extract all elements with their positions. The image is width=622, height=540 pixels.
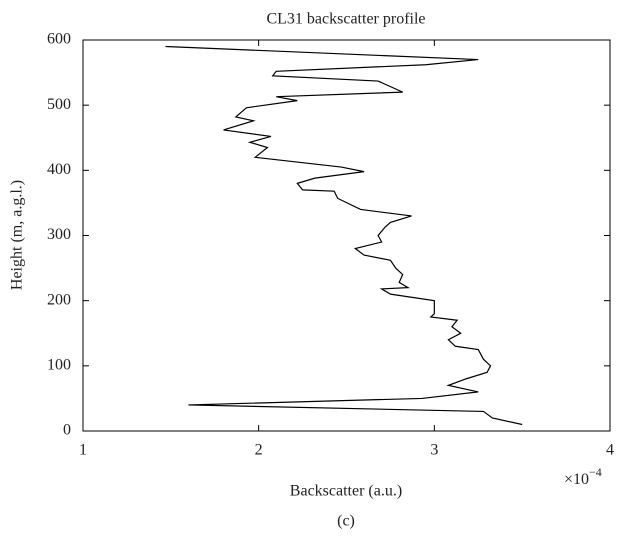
chart-title: CL31 backscatter profile [266, 11, 425, 28]
x-multiplier: ×10−4 [564, 465, 602, 488]
y-tick-label: 500 [47, 96, 71, 113]
x-tick-label: 1 [79, 442, 87, 459]
y-tick-label: 0 [63, 422, 71, 439]
x-axis-label: Backscatter (a.u.) [290, 483, 402, 500]
y-tick-label: 200 [47, 291, 71, 308]
x-multiplier-exponent: −4 [589, 465, 602, 479]
caption: (c) [337, 513, 355, 530]
x-tick-label: 2 [255, 442, 263, 459]
y-tick-label: 300 [47, 226, 71, 243]
y-tick-label: 400 [47, 161, 71, 178]
x-tick-label: 4 [606, 442, 614, 459]
x-tick-label: 3 [430, 442, 438, 459]
profile-line [165, 45, 523, 426]
plot-frame [82, 39, 611, 432]
y-axis-label: Height (m, a.g.l.) [9, 180, 26, 290]
x-multiplier-base: ×10 [564, 471, 589, 488]
y-tick-label: 100 [47, 357, 71, 374]
y-tick-label: 600 [47, 31, 71, 48]
